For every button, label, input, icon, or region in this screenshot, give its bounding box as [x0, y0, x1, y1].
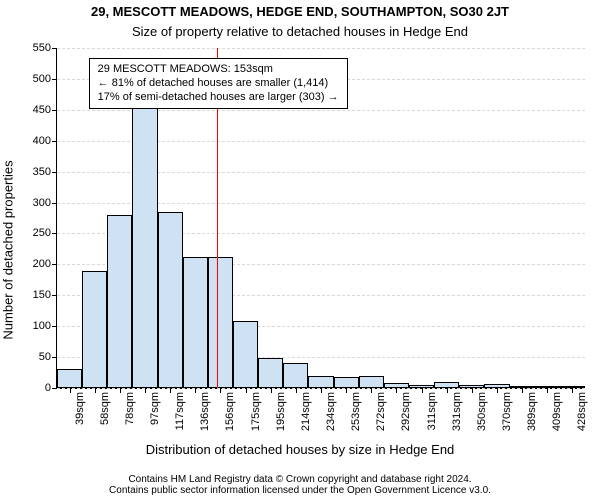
xtick-mark [346, 388, 347, 393]
xtick-label: 78sqm [124, 388, 136, 425]
xtick-label: 253sqm [350, 388, 362, 431]
histogram-bar [334, 377, 359, 388]
grid-line [57, 48, 585, 49]
histogram-bar [208, 257, 233, 388]
ytick-label: 400 [33, 135, 57, 147]
chart-title: 29, MESCOTT MEADOWS, HEDGE END, SOUTHAMP… [0, 4, 600, 19]
ytick-label: 200 [33, 258, 57, 270]
xtick-label: 39sqm [74, 388, 86, 425]
xtick-mark [422, 388, 423, 393]
xtick-label: 175sqm [250, 388, 262, 431]
xtick-label: 117sqm [174, 388, 186, 430]
histogram-bar [82, 271, 107, 388]
xtick-label: 370sqm [501, 388, 513, 431]
attribution: Contains HM Land Registry data © Crown c… [0, 474, 600, 496]
xtick-mark [220, 388, 221, 393]
ytick-label: 550 [33, 42, 57, 54]
ytick-label: 100 [33, 320, 57, 332]
ytick-label: 350 [33, 166, 57, 178]
ytick-label: 50 [39, 351, 57, 363]
attribution-line-1: Contains HM Land Registry data © Crown c… [0, 474, 600, 485]
xtick-label: 272sqm [375, 388, 387, 431]
xtick-label: 311sqm [426, 388, 438, 430]
xtick-mark [296, 388, 297, 393]
xtick-mark [371, 388, 372, 393]
xtick-mark [271, 388, 272, 393]
xtick-mark [120, 388, 121, 393]
xtick-mark [396, 388, 397, 393]
xtick-mark [195, 388, 196, 393]
xtick-mark [572, 388, 573, 393]
xtick-mark [321, 388, 322, 393]
xtick-mark [497, 388, 498, 393]
info-box-line-3: 17% of semi-detached houses are larger (… [98, 91, 339, 105]
histogram-bar [183, 257, 208, 388]
x-axis-label: Distribution of detached houses by size … [0, 442, 600, 457]
xtick-mark [522, 388, 523, 393]
histogram-bar [233, 321, 258, 388]
histogram-bar [107, 215, 132, 388]
histogram-bar [57, 369, 82, 388]
histogram-bar [132, 79, 157, 388]
xtick-label: 292sqm [400, 388, 412, 431]
chart-subtitle: Size of property relative to detached ho… [0, 24, 600, 39]
xtick-label: 234sqm [325, 388, 337, 431]
ytick-label: 500 [33, 73, 57, 85]
ytick-label: 250 [33, 227, 57, 239]
xtick-label: 195sqm [275, 388, 287, 431]
xtick-mark [70, 388, 71, 393]
xtick-mark [170, 388, 171, 393]
histogram-bar [283, 363, 308, 388]
xtick-mark [246, 388, 247, 393]
histogram-bar [308, 376, 333, 388]
y-axis-label: Number of detached properties [1, 160, 16, 339]
xtick-label: 331sqm [451, 388, 463, 431]
xtick-mark [145, 388, 146, 393]
info-box-line-1: 29 MESCOTT MEADOWS: 153sqm [98, 63, 339, 77]
info-box: 29 MESCOTT MEADOWS: 153sqm← 81% of detac… [89, 58, 348, 109]
xtick-label: 156sqm [224, 388, 236, 431]
xtick-label: 97sqm [149, 388, 161, 425]
xtick-label: 214sqm [300, 388, 312, 431]
xtick-mark [95, 388, 96, 393]
xtick-label: 409sqm [551, 388, 563, 431]
info-box-line-2: ← 81% of detached houses are smaller (1,… [98, 77, 339, 91]
chart-container: 29, MESCOTT MEADOWS, HEDGE END, SOUTHAMP… [0, 0, 600, 500]
xtick-mark [547, 388, 548, 393]
ytick-label: 0 [45, 382, 57, 394]
xtick-mark [447, 388, 448, 393]
histogram-bar [359, 376, 384, 388]
attribution-line-2: Contains public sector information licen… [0, 485, 600, 496]
plot-area: 05010015020025030035040045050055039sqm58… [56, 48, 585, 389]
xtick-label: 428sqm [576, 388, 588, 431]
xtick-label: 58sqm [99, 388, 111, 425]
xtick-mark [472, 388, 473, 393]
xtick-label: 136sqm [199, 388, 211, 431]
histogram-bar [258, 358, 283, 388]
ytick-label: 450 [33, 104, 57, 116]
ytick-label: 150 [33, 289, 57, 301]
histogram-bar [158, 212, 183, 388]
xtick-label: 389sqm [526, 388, 538, 431]
ytick-label: 300 [33, 197, 57, 209]
xtick-label: 350sqm [476, 388, 488, 431]
